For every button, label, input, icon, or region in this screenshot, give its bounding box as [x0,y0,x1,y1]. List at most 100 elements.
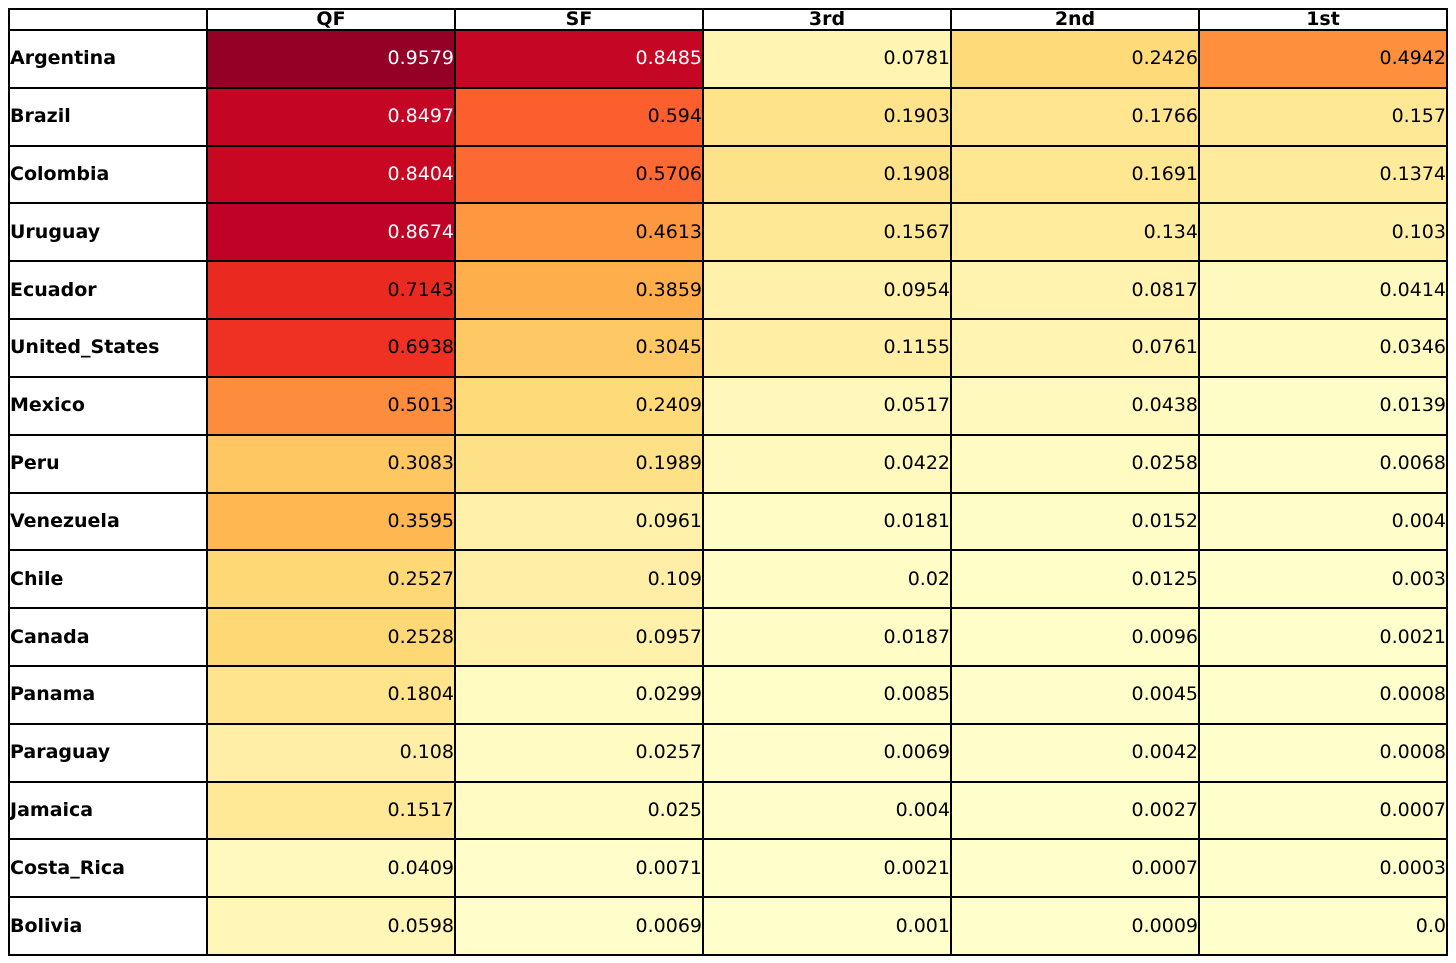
heatmap-cell: 0.0125 [950,549,1200,610]
row-label: Uruguay [8,202,208,263]
heatmap-cell: 0.0008 [1198,722,1448,783]
heatmap-cell: 0.0 [1198,896,1448,956]
heatmap-cell: 0.1155 [702,318,952,378]
heatmap-cell: 0.3083 [206,433,456,494]
heatmap-cell: 0.3595 [206,491,456,552]
table-row: Panama 0.1804 0.0299 0.0085 0.0045 0.0008 [8,664,1448,725]
heatmap-cell: 0.0817 [950,260,1200,321]
row-label: Jamaica [8,780,208,841]
table-row: Paraguay 0.108 0.0257 0.0069 0.0042 0.0008 [8,722,1448,783]
table-row: Ecuador 0.7143 0.3859 0.0954 0.0817 0.0414 [8,260,1448,321]
heatmap-cell: 0.0299 [454,664,704,725]
column-header-qf: QF [206,8,456,31]
column-header-3rd: 3rd [702,8,952,31]
table-row: Peru 0.3083 0.1989 0.0422 0.0258 0.0068 [8,433,1448,494]
heatmap-cell: 0.1691 [950,144,1200,205]
heatmap-cell: 0.0957 [454,607,704,667]
row-label: Ecuador [8,260,208,321]
heatmap-cell: 0.0954 [702,260,952,321]
heatmap-cell: 0.1989 [454,433,704,494]
heatmap-cell: 0.0409 [206,838,456,899]
heatmap-cell: 0.0069 [702,722,952,783]
heatmap-cell: 0.0085 [702,664,952,725]
heatmap-cell: 0.0021 [1198,607,1448,667]
column-header-2nd: 2nd [950,8,1200,31]
heatmap-cell: 0.6938 [206,318,456,378]
heatmap-cell: 0.1908 [702,144,952,205]
column-header-sf: SF [454,8,704,31]
heatmap-cell: 0.3859 [454,260,704,321]
heatmap-cell: 0.1903 [702,86,952,147]
heatmap-cell: 0.0598 [206,896,456,956]
heatmap-cell: 0.0761 [950,318,1200,378]
heatmap-cell: 0.0346 [1198,318,1448,378]
heatmap-cell: 0.2528 [206,607,456,667]
row-label: United_States [8,318,208,378]
heatmap-cell: 0.0961 [454,491,704,552]
heatmap-cell: 0.1804 [206,664,456,725]
table-row: Argentina 0.9579 0.8485 0.0781 0.2426 0.4942 [8,29,1448,89]
heatmap-cell: 0.3045 [454,318,704,378]
heatmap-cell: 0.004 [702,780,952,841]
header-row: QF SF 3rd 2nd 1st [8,8,1448,31]
heatmap-cell: 0.0781 [702,29,952,89]
heatmap-cell: 0.5706 [454,144,704,205]
table-row: Chile 0.2527 0.109 0.02 0.0125 0.003 [8,549,1448,610]
heatmap-cell: 0.0152 [950,491,1200,552]
heatmap-cell: 0.0008 [1198,664,1448,725]
table-row: Colombia 0.8404 0.5706 0.1908 0.1691 0.1374 [8,144,1448,205]
heatmap-cell: 0.003 [1198,549,1448,610]
heatmap-cell: 0.4613 [454,202,704,263]
heatmap-cell: 0.0021 [702,838,952,899]
heatmap-cell: 0.108 [206,722,456,783]
heatmap-cell: 0.0422 [702,433,952,494]
heatmap-cell: 0.5013 [206,375,456,436]
heatmap-cell: 0.7143 [206,260,456,321]
heatmap-cell: 0.0007 [950,838,1200,899]
table-row: Uruguay 0.8674 0.4613 0.1567 0.134 0.103 [8,202,1448,263]
heatmap-cell: 0.2527 [206,549,456,610]
table-row: Brazil 0.8497 0.594 0.1903 0.1766 0.157 [8,86,1448,147]
heatmap-cell: 0.0027 [950,780,1200,841]
row-label: Brazil [8,86,208,147]
heatmap-cell: 0.0187 [702,607,952,667]
table-row: Bolivia 0.0598 0.0069 0.001 0.0009 0.0 [8,896,1448,956]
heatmap-container: QF SF 3rd 2nd 1st Argentina 0.9579 0.8485 0… [8,8,1448,956]
heatmap-cell: 0.025 [454,780,704,841]
heatmap-cell: 0.134 [950,202,1200,263]
heatmap-cell: 0.8485 [454,29,704,89]
table-row: Costa_Rica 0.0409 0.0071 0.0021 0.0007 0.0003 [8,838,1448,899]
heatmap-cell: 0.0071 [454,838,704,899]
heatmap-cell: 0.0517 [702,375,952,436]
heatmap-cell: 0.109 [454,549,704,610]
heatmap-cell: 0.103 [1198,202,1448,263]
heatmap-cell: 0.0181 [702,491,952,552]
heatmap-cell: 0.0003 [1198,838,1448,899]
heatmap-cell: 0.8497 [206,86,456,147]
heatmap-cell: 0.0258 [950,433,1200,494]
row-label: Mexico [8,375,208,436]
row-label: Costa_Rica [8,838,208,899]
row-label: Paraguay [8,722,208,783]
corner-cell [8,8,208,31]
table-row: United_States 0.6938 0.3045 0.1155 0.0761 0.0… [8,318,1448,378]
heatmap-cell: 0.4942 [1198,29,1448,89]
row-label: Peru [8,433,208,494]
heatmap-cell: 0.8674 [206,202,456,263]
heatmap-cell: 0.0139 [1198,375,1448,436]
row-label: Bolivia [8,896,208,956]
heatmap-cell: 0.1517 [206,780,456,841]
heatmap-cell: 0.9579 [206,29,456,89]
heatmap-cell: 0.157 [1198,86,1448,147]
heatmap-cell: 0.1766 [950,86,1200,147]
heatmap-cell: 0.004 [1198,491,1448,552]
heatmap-cell: 0.001 [702,896,952,956]
heatmap-cell: 0.0068 [1198,433,1448,494]
row-label: Canada [8,607,208,667]
table-row: Mexico 0.5013 0.2409 0.0517 0.0438 0.0139 [8,375,1448,436]
heatmap-cell: 0.2426 [950,29,1200,89]
heatmap-table: QF SF 3rd 2nd 1st Argentina 0.9579 0.8485 0… [8,8,1448,956]
heatmap-cell: 0.594 [454,86,704,147]
heatmap-cell: 0.0257 [454,722,704,783]
heatmap-cell: 0.8404 [206,144,456,205]
